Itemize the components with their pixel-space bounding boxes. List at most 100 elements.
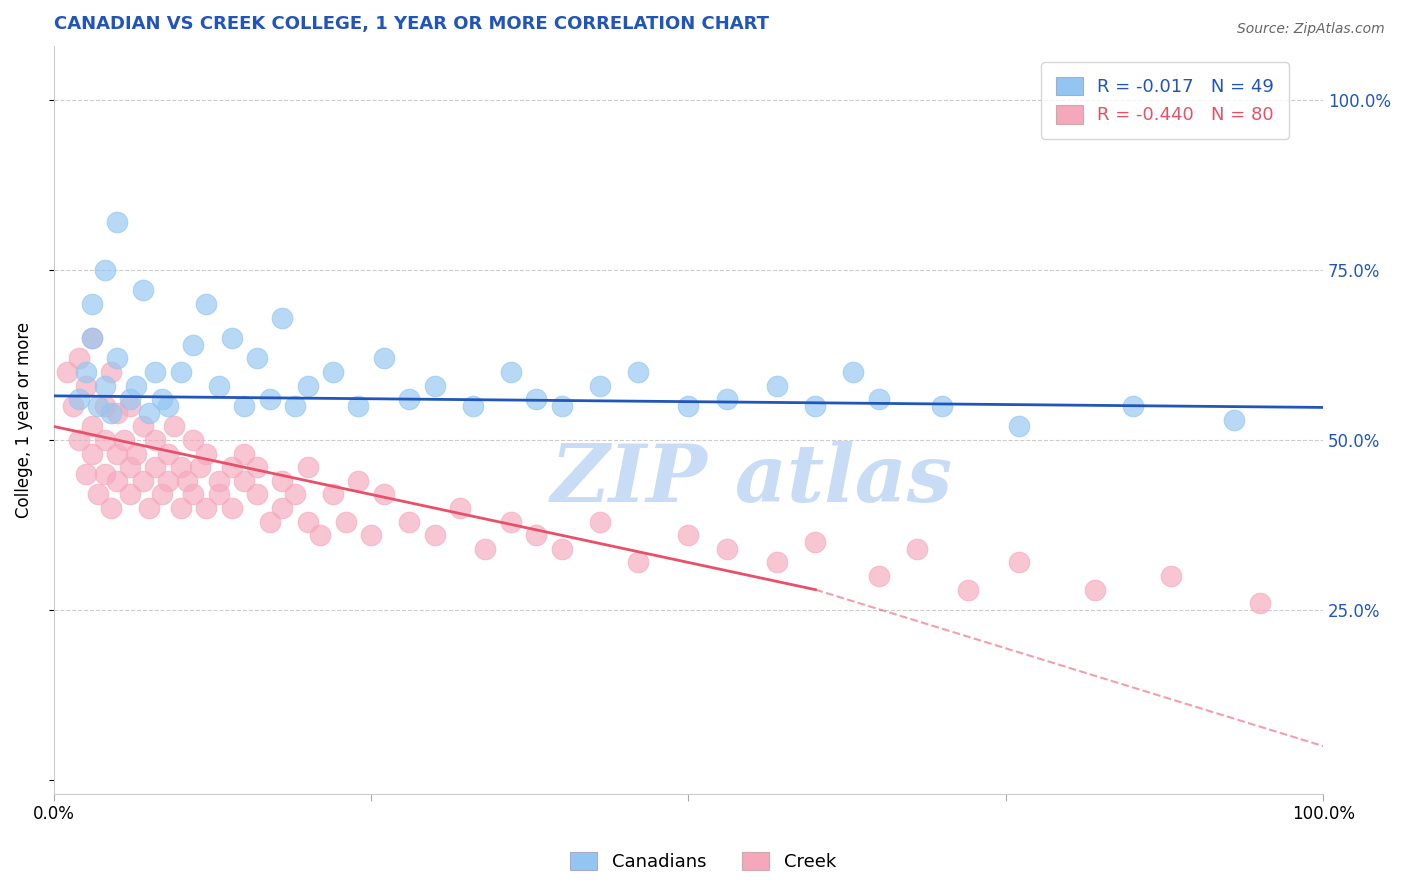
Point: [766, 378, 789, 392]
Point: [284, 487, 307, 501]
Point: [842, 365, 865, 379]
Point: [183, 433, 205, 447]
Point: [678, 528, 700, 542]
Point: [93, 433, 115, 447]
Point: [550, 541, 572, 556]
Point: [309, 528, 332, 542]
Point: [55, 365, 77, 379]
Point: [157, 399, 180, 413]
Text: ZIP atlas: ZIP atlas: [551, 441, 953, 518]
Point: [67, 392, 90, 407]
Point: [246, 487, 269, 501]
Point: [87, 487, 110, 501]
Point: [170, 365, 193, 379]
Point: [67, 433, 90, 447]
Point: [131, 474, 153, 488]
Point: [233, 447, 256, 461]
Point: [150, 487, 173, 501]
Point: [322, 487, 344, 501]
Point: [138, 501, 160, 516]
Point: [868, 569, 890, 583]
Point: [246, 460, 269, 475]
Point: [474, 541, 496, 556]
Point: [157, 447, 180, 461]
Point: [118, 487, 141, 501]
Point: [105, 351, 128, 366]
Point: [1007, 419, 1029, 434]
Point: [398, 515, 420, 529]
Point: [163, 419, 186, 434]
Point: [105, 215, 128, 229]
Point: [105, 447, 128, 461]
Point: [716, 541, 738, 556]
Point: [588, 515, 610, 529]
Point: [524, 392, 547, 407]
Point: [931, 399, 953, 413]
Point: [233, 474, 256, 488]
Point: [157, 474, 180, 488]
Point: [347, 474, 370, 488]
Point: [100, 365, 122, 379]
Point: [93, 467, 115, 481]
Point: [322, 365, 344, 379]
Point: [138, 406, 160, 420]
Point: [1122, 399, 1144, 413]
Point: [62, 399, 84, 413]
Point: [627, 556, 650, 570]
Text: Source: ZipAtlas.com: Source: ZipAtlas.com: [1237, 22, 1385, 37]
Point: [93, 378, 115, 392]
Text: CANADIAN VS CREEK COLLEGE, 1 YEAR OR MORE CORRELATION CHART: CANADIAN VS CREEK COLLEGE, 1 YEAR OR MOR…: [53, 15, 769, 33]
Point: [105, 406, 128, 420]
Point: [131, 284, 153, 298]
Point: [170, 460, 193, 475]
Point: [373, 351, 395, 366]
Point: [221, 460, 243, 475]
Point: [499, 365, 522, 379]
Point: [588, 378, 610, 392]
Point: [93, 399, 115, 413]
Point: [195, 501, 218, 516]
Point: [100, 501, 122, 516]
Point: [499, 515, 522, 529]
Point: [335, 515, 357, 529]
Point: [221, 501, 243, 516]
Point: [112, 433, 135, 447]
Point: [398, 392, 420, 407]
Point: [183, 338, 205, 352]
Point: [766, 556, 789, 570]
Point: [284, 399, 307, 413]
Point: [524, 528, 547, 542]
Point: [678, 399, 700, 413]
Point: [461, 399, 484, 413]
Point: [105, 474, 128, 488]
Point: [259, 392, 281, 407]
Point: [1084, 582, 1107, 597]
Point: [271, 474, 294, 488]
Point: [87, 399, 110, 413]
Point: [150, 392, 173, 407]
Point: [67, 351, 90, 366]
Point: [131, 419, 153, 434]
Point: [80, 447, 103, 461]
Point: [423, 528, 446, 542]
Point: [118, 392, 141, 407]
Point: [1160, 569, 1182, 583]
Point: [208, 487, 231, 501]
Point: [80, 331, 103, 345]
Point: [195, 447, 218, 461]
Point: [145, 433, 167, 447]
Point: [1007, 556, 1029, 570]
Point: [360, 528, 382, 542]
Y-axis label: College, 1 year or more: College, 1 year or more: [15, 322, 32, 517]
Point: [804, 535, 827, 549]
Point: [188, 460, 211, 475]
Point: [297, 460, 319, 475]
Point: [170, 501, 193, 516]
Point: [195, 297, 218, 311]
Point: [423, 378, 446, 392]
Point: [208, 378, 231, 392]
Point: [627, 365, 650, 379]
Point: [1223, 412, 1246, 426]
Point: [233, 399, 256, 413]
Point: [804, 399, 827, 413]
